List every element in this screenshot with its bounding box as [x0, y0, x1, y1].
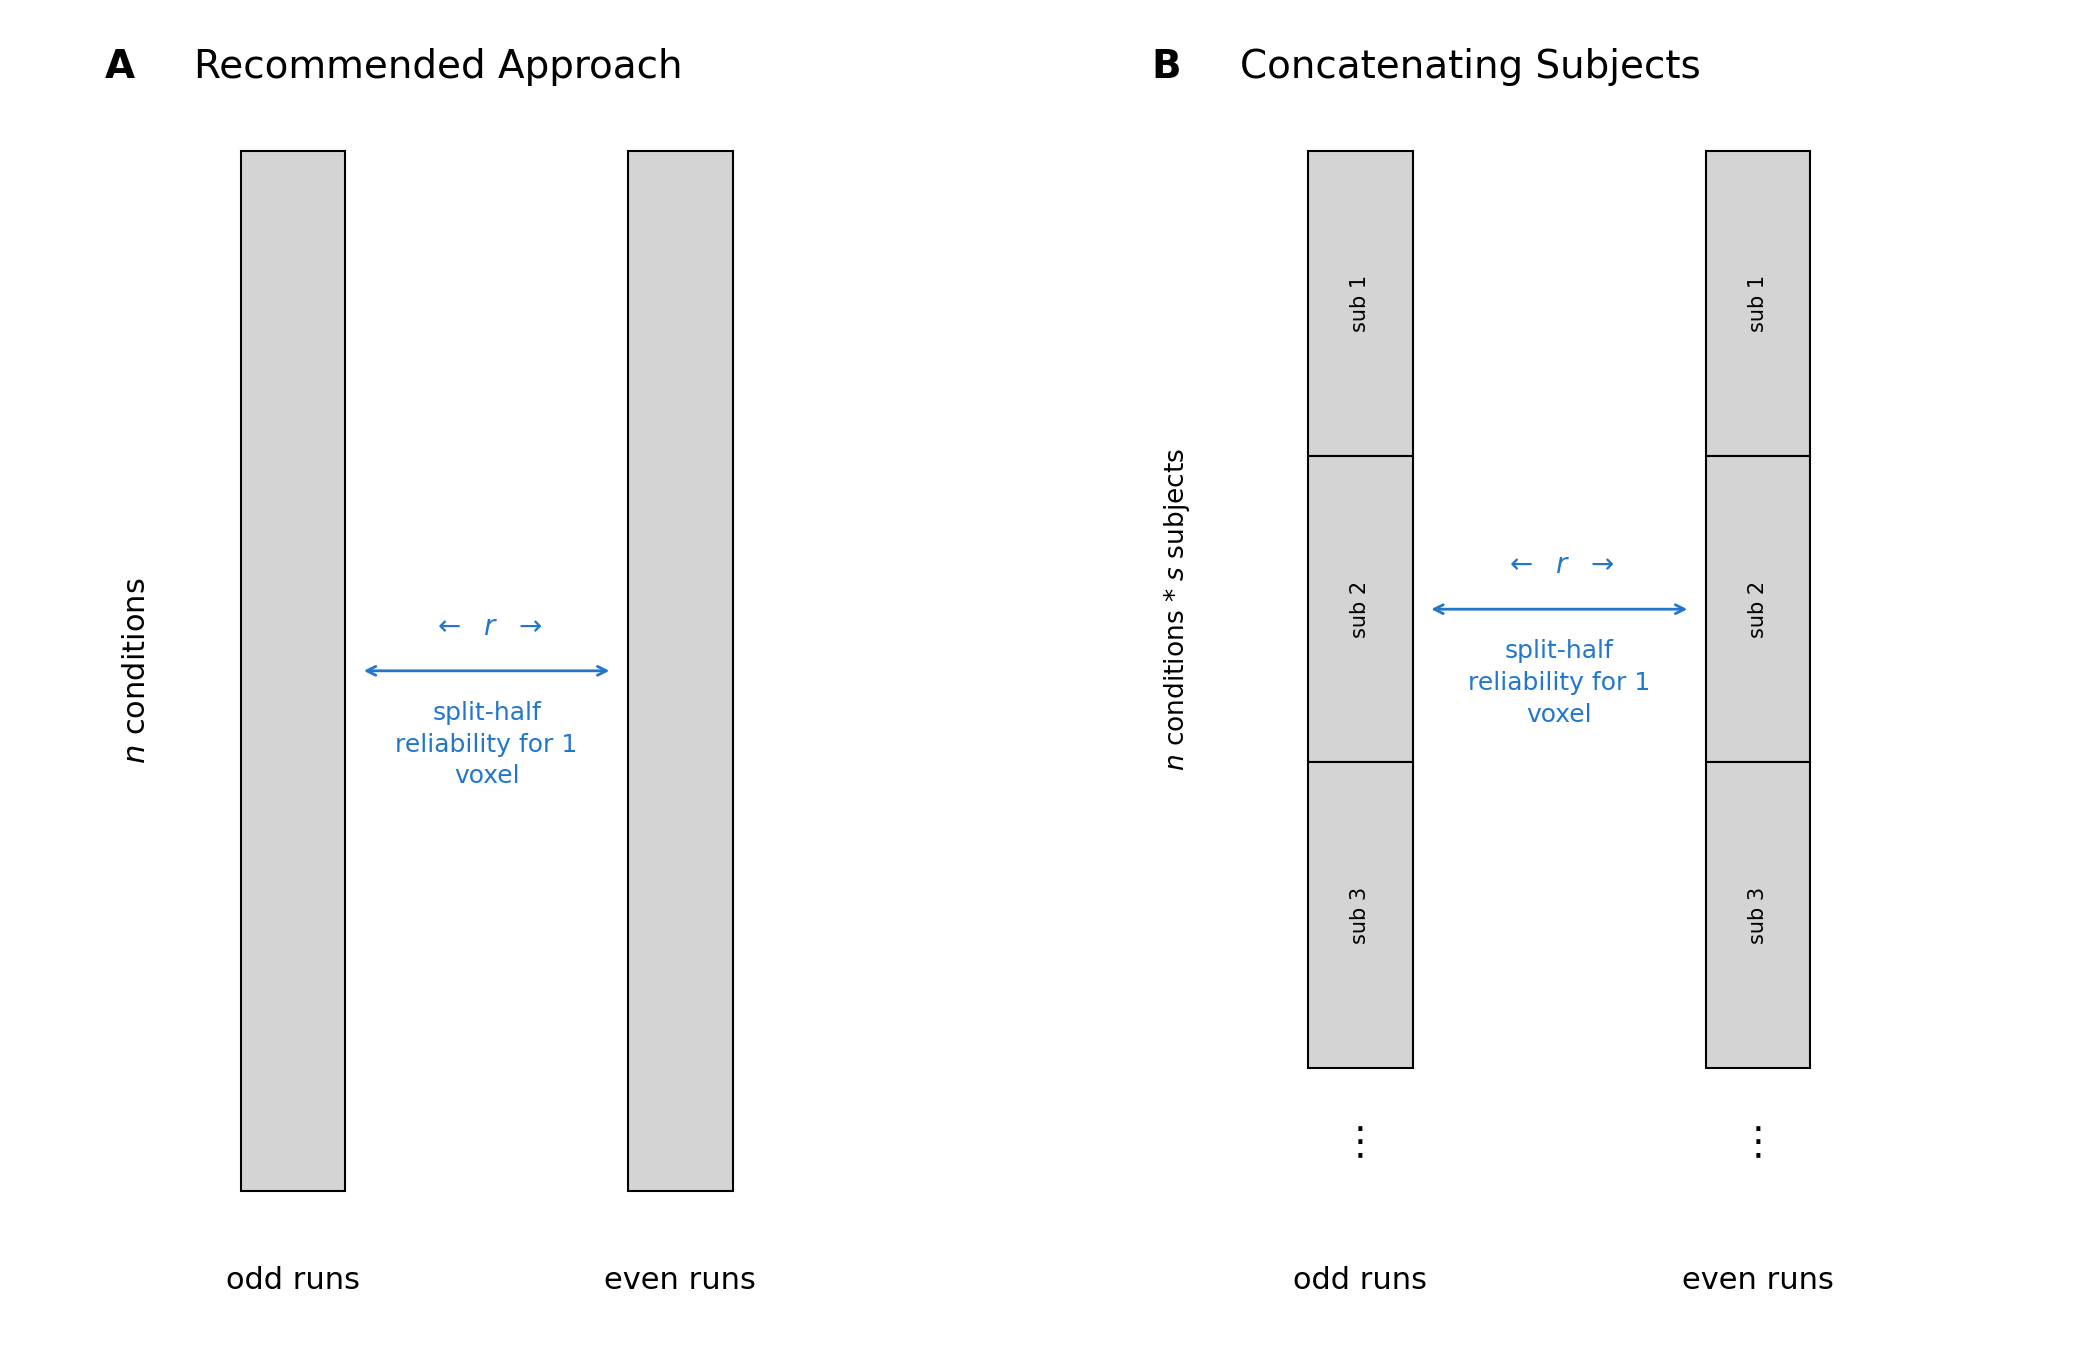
Text: ⋮: ⋮ — [1342, 1124, 1379, 1162]
Bar — [1706, 151, 1810, 456]
Bar — [241, 151, 345, 1191]
Text: $\leftarrow$  $r$  $\rightarrow$: $\leftarrow$ $r$ $\rightarrow$ — [1505, 552, 1614, 579]
Bar — [628, 151, 733, 1191]
Text: sub 1: sub 1 — [1748, 275, 1769, 333]
Text: even runs: even runs — [1683, 1266, 1833, 1295]
Bar — [1308, 151, 1413, 456]
Text: even runs: even runs — [605, 1266, 756, 1295]
Text: sub 3: sub 3 — [1748, 886, 1769, 943]
Bar — [1706, 763, 1810, 1068]
Text: A: A — [105, 48, 134, 86]
Text: Concatenating Subjects: Concatenating Subjects — [1239, 48, 1702, 86]
Text: sub 2: sub 2 — [1748, 580, 1769, 638]
Bar — [1706, 456, 1810, 763]
Text: split-half
reliability for 1
voxel: split-half reliability for 1 voxel — [396, 701, 578, 789]
Text: ⋮: ⋮ — [1739, 1124, 1777, 1162]
Text: sub 1: sub 1 — [1350, 275, 1371, 333]
Text: B: B — [1151, 48, 1180, 86]
Text: $n$ conditions: $n$ conditions — [121, 578, 151, 764]
Text: odd runs: odd runs — [1293, 1266, 1427, 1295]
Text: odd runs: odd runs — [226, 1266, 360, 1295]
Text: sub 2: sub 2 — [1350, 580, 1371, 638]
Bar — [1308, 763, 1413, 1068]
Text: Recommended Approach: Recommended Approach — [193, 48, 682, 86]
Text: $\leftarrow$  $r$  $\rightarrow$: $\leftarrow$ $r$ $\rightarrow$ — [431, 613, 542, 641]
Bar — [1308, 456, 1413, 763]
Text: $n$ conditions * $s$ subjects: $n$ conditions * $s$ subjects — [1162, 448, 1193, 771]
Text: split-half
reliability for 1
voxel: split-half reliability for 1 voxel — [1467, 639, 1651, 727]
Text: sub 3: sub 3 — [1350, 886, 1371, 943]
